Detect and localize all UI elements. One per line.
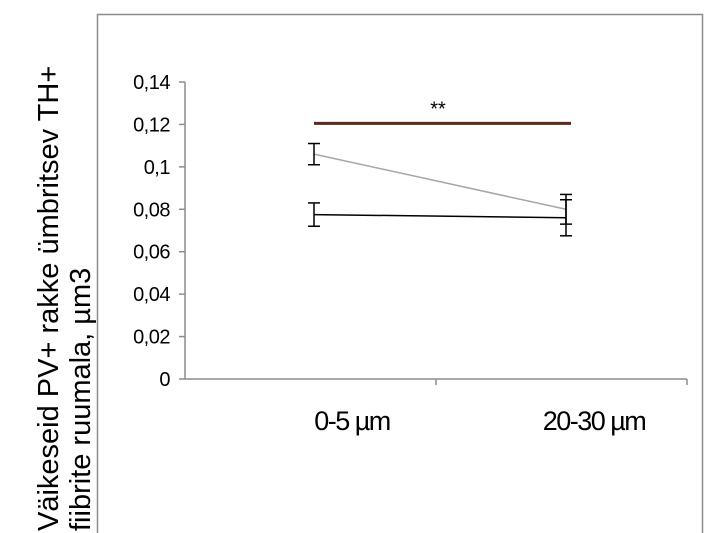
y-tick-label-5: 0,1 [144,157,171,179]
y-tick-label-4: 0,08 [133,199,170,221]
y-tick-label-7: 0,14 [133,72,170,94]
y-tick-label-1: 0,02 [133,327,170,349]
y-ticks [179,81,185,380]
y-tick-label-2: 0,04 [133,284,170,306]
y-axis-title: Väikeseid PV+ rakke ümbritsev TH+ fiibri… [33,66,97,531]
series-1 [308,142,572,225]
plot-frame [96,13,704,533]
series-2 [308,198,572,237]
y-axis-title-line-1: Väikeseid PV+ rakke ümbritsev TH+ [33,66,65,531]
series-group [308,142,572,237]
y-tick-label-6: 0,12 [133,114,170,136]
x-category-label-1: 0-5 µm [314,406,390,436]
y-axis-title-line-2: fiibrite ruumala, µm3 [65,268,97,531]
significance-label: ** [430,98,446,120]
x-category-label-2: 20-30 µm [543,406,646,436]
series-2-line [313,213,567,219]
y-tick-label-3: 0,06 [133,242,170,264]
y-tick-labels: 0 0,02 0,04 0,06 0,08 0,1 0,12 0,14 [133,72,171,391]
series-1-line [313,153,567,211]
y-tick-label-0: 0 [159,369,170,391]
